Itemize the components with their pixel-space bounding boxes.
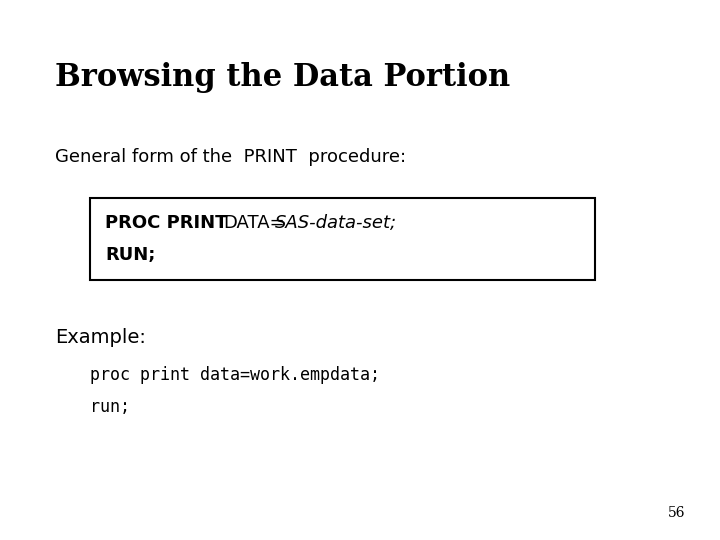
Text: proc print data=work.empdata;: proc print data=work.empdata;	[90, 366, 380, 384]
Text: RUN;: RUN;	[105, 246, 156, 264]
Text: PROC PRINT: PROC PRINT	[105, 214, 228, 232]
Text: Browsing the Data Portion: Browsing the Data Portion	[55, 62, 510, 93]
Text: run;: run;	[90, 398, 130, 416]
Text: 56: 56	[667, 506, 685, 520]
Text: Example:: Example:	[55, 328, 146, 347]
Text: DATA=: DATA=	[223, 214, 284, 232]
FancyBboxPatch shape	[90, 198, 595, 280]
Text: General form of the  PRINT  procedure:: General form of the PRINT procedure:	[55, 148, 406, 166]
Text: SAS-data-set;: SAS-data-set;	[275, 214, 397, 232]
